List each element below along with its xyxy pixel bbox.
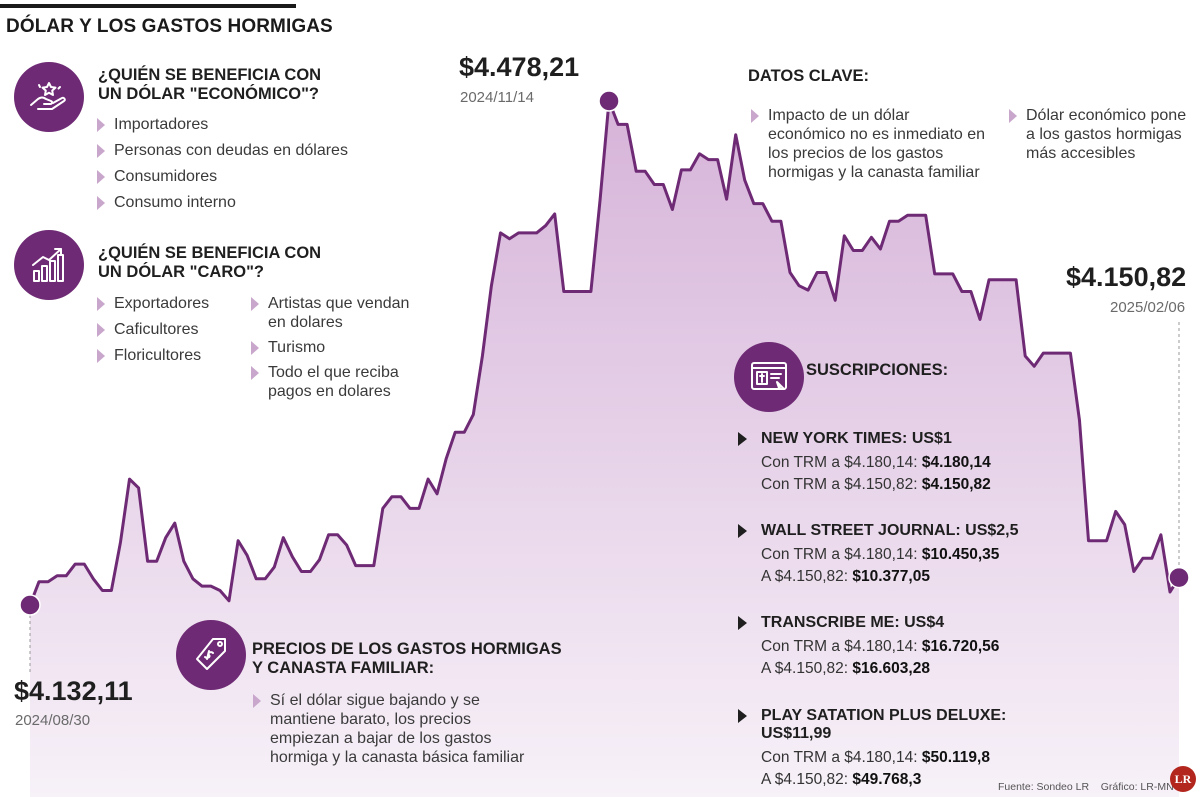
graphic-credit: Gráfico: LR-MN — [1100, 781, 1174, 793]
credits: Fuente: Sondeo LR Gráfico: LR-MN — [998, 781, 1174, 793]
list-item: Consumidores — [96, 167, 348, 186]
start-value-label: $4.132,11 — [14, 676, 133, 706]
end-value-label: $4.150,82 — [1066, 262, 1187, 292]
area-fill — [30, 101, 1179, 797]
growth-chart-icon — [14, 230, 84, 300]
list-item: Floricultores — [96, 346, 209, 365]
suscripciones-heading: SUSCRIPCIONES: — [806, 361, 949, 379]
datos-clave-list-2: Dólar económico pone a los gastos hormig… — [1008, 106, 1198, 170]
list-item: Sí el dólar sigue bajando y se mantiene … — [252, 691, 537, 767]
list-item: Impacto de un dólar económico no es inme… — [750, 106, 990, 182]
subscription-nyt: NEW YORK TIMES: US$1 Con TRM a $4.180,14… — [736, 430, 1036, 496]
economico-heading: ¿QUIÉN SE BENEFICIA CON UN DÓLAR "ECONÓM… — [98, 66, 322, 103]
list-item: Artistas que vendan en dolares — [250, 294, 420, 332]
economico-list: Importadores Personas con deudas en dóla… — [96, 115, 348, 219]
price-tag-icon — [176, 620, 246, 690]
subscription-price-line: A $4.150,82: $16.603,28 — [761, 660, 930, 677]
max-date-label: 2024/11/14 — [460, 89, 534, 106]
series-line — [28, 99, 1181, 606]
page-title: DÓLAR Y LOS GASTOS HORMIGAS — [6, 16, 333, 37]
subscription-price-line: Con TRM a $4.180,14: $16.720,56 — [761, 638, 1000, 655]
subscription-name: PLAY SATATION PLUS DELUXE: US$11,99 — [736, 707, 1076, 743]
subscription-screen-icon — [734, 342, 804, 412]
end-date-label: 2025/02/06 — [1110, 299, 1186, 316]
list-item: Importadores — [96, 115, 348, 134]
subscription-price-line: Con TRM a $4.180,14: $4.180,14 — [761, 454, 991, 471]
subscription-price-line: Con TRM a $4.180,14: $50.119,8 — [761, 749, 990, 766]
subscription-name: NEW YORK TIMES: US$1 — [736, 430, 1036, 448]
start-point-marker — [19, 594, 41, 616]
hand-stars-icon — [14, 62, 84, 132]
caro-list-left: Exportadores Caficultores Floricultores — [96, 294, 209, 372]
list-item: Caficultores — [96, 320, 209, 339]
caro-heading: ¿QUIÉN SE BENEFICIA CON UN DÓLAR "CARO"? — [98, 244, 322, 281]
max-value-label: $4.478,21 — [459, 52, 580, 82]
subscription-price-line: A $4.150,82: $49.768,3 — [761, 771, 922, 788]
list-item: Consumo interno — [96, 193, 348, 212]
start-date-label: 2024/08/30 — [15, 712, 91, 729]
list-item: Dólar económico pone a los gastos hormig… — [1008, 106, 1198, 163]
subscription-price-line: A $4.150,82: $10.377,05 — [761, 568, 930, 585]
datos-clave-list-1: Impacto de un dólar económico no es inme… — [750, 106, 990, 189]
list-item: Personas con deudas en dólares — [96, 141, 348, 160]
precios-list: Sí el dólar sigue bajando y se mantiene … — [252, 691, 537, 774]
max-point-marker — [598, 90, 620, 112]
list-item: Turismo — [250, 338, 420, 357]
source-credit: Fuente: Sondeo LR — [998, 781, 1090, 793]
title-bar — [0, 4, 296, 8]
caro-list-right: Artistas que vendan en dolares Turismo T… — [250, 294, 420, 407]
end-point-marker — [1168, 566, 1190, 589]
subscription-price-line: Con TRM a $4.150,82: $4.150,82 — [761, 476, 991, 493]
list-item: Todo el que reciba pagos en dolares — [250, 363, 420, 401]
subscription-name: WALL STREET JOURNAL: US$2,5 — [736, 522, 1036, 540]
subscription-name: TRANSCRIBE ME: US$4 — [736, 614, 1036, 632]
subscription-wsj: WALL STREET JOURNAL: US$2,5 Con TRM a $4… — [736, 522, 1036, 588]
subscription-transcribe-me: TRANSCRIBE ME: US$4 Con TRM a $4.180,14:… — [736, 614, 1036, 680]
precios-heading: PRECIOS DE LOS GASTOS HORMIGAS Y CANASTA… — [252, 640, 562, 677]
list-item: Exportadores — [96, 294, 209, 313]
subscription-playstation: PLAY SATATION PLUS DELUXE: US$11,99 Con … — [736, 707, 1076, 791]
subscription-price-line: Con TRM a $4.180,14: $10.450,35 — [761, 546, 1000, 563]
lr-logo: LR — [1170, 766, 1196, 792]
datos-clave-heading: DATOS CLAVE: — [748, 67, 870, 85]
